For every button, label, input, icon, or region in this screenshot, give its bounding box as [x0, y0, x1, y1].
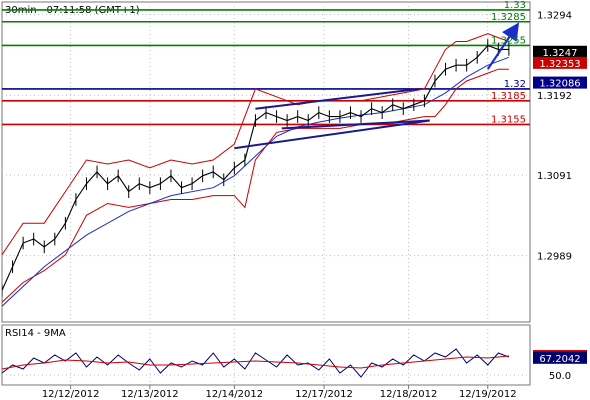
rsi-tick-label: 50.0 — [549, 371, 571, 382]
price-axis: 1.3294 1.3192 1.3091 1.2989 — [537, 11, 572, 263]
x-tick-label: 12/18/2012 — [380, 389, 438, 400]
y-tick-label: 1.3294 — [537, 11, 572, 22]
price-marker-box — [533, 45, 587, 58]
date-axis: 12/12/2012 12/13/2012 12/14/2012 12/17/2012… — [42, 385, 517, 400]
rsi-marker-label: 67.2042 — [539, 354, 580, 365]
level-label: 1.3285 — [491, 12, 526, 23]
y-tick-label: 1.2989 — [537, 252, 572, 263]
x-tick-label: 12/17/2012 — [295, 389, 353, 400]
rsi-series — [2, 348, 510, 378]
trendline — [281, 119, 430, 130]
upper_band-line — [2, 33, 510, 256]
level-label: 1.3255 — [491, 35, 526, 46]
lower_band-line — [2, 68, 509, 303]
level-label: 1.3155 — [491, 114, 526, 125]
level-label: 1.3185 — [491, 91, 526, 102]
y-tick-label: 1.3192 — [537, 91, 572, 102]
price-marker-label: 1.3247 — [543, 48, 578, 59]
rsi-title: RSI14 - 9MA — [5, 328, 66, 339]
rsi-marker-box — [533, 351, 587, 364]
trendline — [255, 87, 420, 110]
trendlines — [234, 87, 430, 150]
main-plot-frame — [1, 1, 531, 323]
price-marker-label: 1.32353 — [539, 59, 580, 70]
rsi-markers: 68.964167.2042 — [533, 350, 587, 365]
price-marker-box — [533, 76, 587, 89]
price-series — [2, 39, 510, 297]
x-tick-label: 12/12/2012 — [42, 389, 100, 400]
level-label: 1.33 — [504, 0, 526, 11]
forecast-arrow-line — [486, 22, 520, 70]
level-labels: 1.331.3285 1.3255 1.321.3185 1.3155 — [491, 0, 526, 125]
y-tick-label: 1.3091 — [537, 171, 572, 182]
rsi-grid — [2, 325, 530, 385]
rsi_ma-line — [2, 355, 509, 370]
price-levels — [2, 9, 530, 126]
price-marker-box — [533, 56, 587, 69]
price-marker-label: 1.32086 — [539, 79, 580, 90]
x-tick-label: 12/19/2012 — [459, 389, 517, 400]
trendline — [234, 119, 430, 150]
x-tick-label: 12/13/2012 — [121, 389, 179, 400]
forecast-arrow — [486, 22, 520, 70]
level-label: 1.32 — [504, 79, 526, 90]
x-tick-label: 12/14/2012 — [205, 389, 263, 400]
rsi-axis: 50.0 — [549, 371, 571, 382]
rsi-plot-frame — [1, 324, 531, 386]
